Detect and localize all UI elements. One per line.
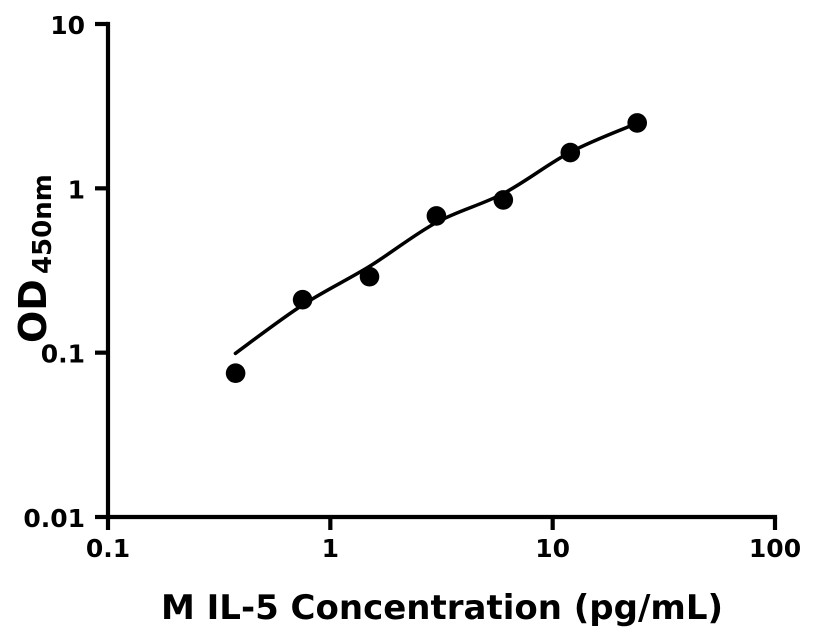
y-tick-label: 0.01 [23,504,85,533]
data-point [493,190,514,210]
y-axis-title-sub: 450nm [28,174,58,274]
y-axis-title: OD 450nm [11,174,58,343]
data-point [627,113,647,133]
data-point [292,289,313,310]
y-tick-label: 10 [50,11,85,40]
x-tick-label: 100 [749,534,801,563]
y-axis-title-main: OD [11,279,55,343]
x-axis-title: M IL-5 Concentration (pg/mL) [161,588,723,628]
y-tick-label: 0.1 [41,340,85,369]
data-points-layer [225,113,647,384]
x-tick-label: 0.1 [86,534,130,563]
data-point [225,363,246,384]
y-tick-label: 1 [68,175,85,204]
data-point [426,206,447,226]
data-point [359,266,380,287]
x-tick-label: 1 [322,534,339,563]
data-point [560,142,581,163]
x-tick-label: 10 [535,534,570,563]
